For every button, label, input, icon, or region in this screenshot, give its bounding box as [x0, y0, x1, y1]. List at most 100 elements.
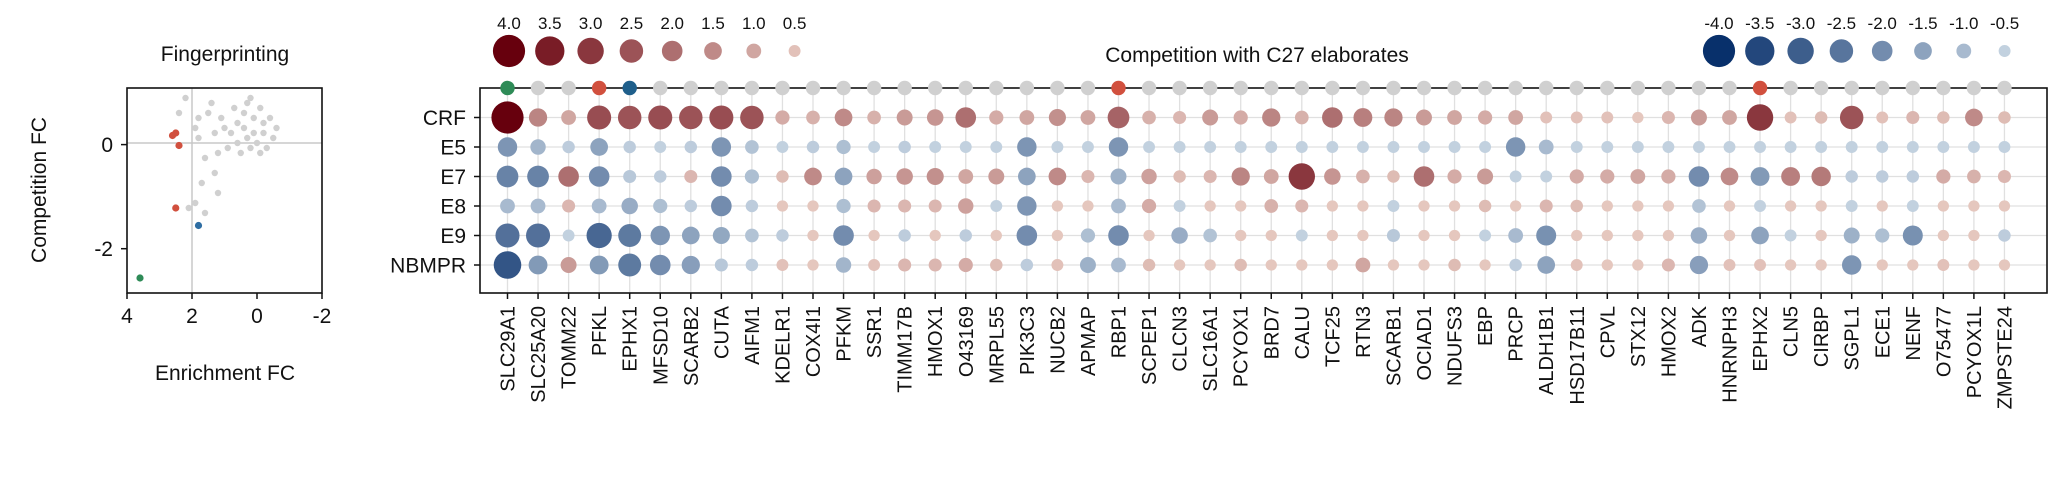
column-label: KDELR1 [772, 306, 794, 384]
matrix-dot [1746, 104, 1774, 131]
column-label: BRD7 [1261, 306, 1283, 359]
matrix-dot [1143, 229, 1155, 242]
matrix-dot [1875, 228, 1890, 243]
matrix-dot [1754, 200, 1767, 212]
column-label: HSD17B11 [1567, 306, 1589, 405]
matrix-dot [867, 110, 881, 125]
matrix-dot [711, 195, 732, 217]
matrix-dot [1355, 257, 1371, 273]
legend-circle [535, 36, 565, 66]
matrix-dot [1750, 167, 1770, 186]
legend-circle [492, 34, 526, 68]
legend-label: 3.5 [538, 14, 562, 33]
matrix-dot [1448, 229, 1461, 242]
matrix-dot [1357, 229, 1369, 242]
matrix-dot [1051, 259, 1064, 271]
scatter-point [240, 109, 248, 117]
matrix-dot [1082, 200, 1094, 212]
matrix-dot [1447, 169, 1462, 184]
matrix-dot [745, 140, 759, 154]
matrix-dot [1965, 108, 1983, 127]
matrix-dot [1418, 259, 1430, 271]
column-label: PCYOX1 [1231, 306, 1253, 387]
matrix-dot [1387, 141, 1400, 153]
matrix-dot [681, 255, 700, 275]
matrix-dot [1234, 258, 1247, 272]
scatter-point [224, 144, 231, 152]
top-marker [1875, 80, 1890, 96]
matrix-dot [776, 200, 789, 212]
top-marker [1630, 80, 1646, 96]
column-label: RBP1 [1109, 306, 1131, 358]
column-label: TCF25 [1322, 306, 1344, 367]
matrix-dot [650, 225, 670, 246]
matrix-dot [1448, 258, 1461, 272]
matrix-dot [836, 139, 851, 155]
scatter-point-highlight [175, 141, 183, 150]
column-label: PIK3C3 [1017, 306, 1039, 375]
matrix-dot [530, 198, 546, 214]
matrix-dot [1661, 258, 1675, 272]
scatter-point [192, 124, 199, 132]
matrix-dot [1477, 168, 1494, 185]
matrix-dot [1997, 169, 2011, 184]
column-label: MFSD10 [650, 306, 672, 385]
top-marker [1447, 80, 1462, 96]
matrix-dot [1968, 259, 1980, 271]
matrix-dot [1967, 169, 1981, 184]
matrix-dot [1937, 200, 1950, 212]
matrix-dot [1571, 229, 1583, 242]
top-marker [1355, 80, 1371, 96]
matrix-dot [929, 141, 942, 153]
scatter-point [260, 129, 267, 137]
matrix-dot [1967, 141, 1980, 153]
column-label: EPHX1 [620, 306, 642, 372]
matrix-dot [1845, 141, 1858, 153]
column-label: CIRBP [1811, 306, 1833, 367]
legend-label: 0.5 [783, 14, 807, 33]
matrix-dot [496, 165, 519, 188]
column-label: PFKL [589, 306, 611, 356]
top-marker [1508, 80, 1523, 96]
matrix-col-labels: SLC29A1 SLC25A20 TOMM22 PFKL EPHX1 MFSD10 SCAR… [498, 305, 2017, 409]
matrix-dot [1540, 111, 1553, 124]
top-marker [1600, 80, 1615, 96]
column-label: EPHX2 [1750, 306, 1772, 372]
scatter-point [185, 204, 192, 212]
legend-circle [1829, 39, 1854, 63]
matrix-dot [868, 259, 881, 271]
matrix-dot [1326, 259, 1339, 271]
scatter-point [182, 94, 189, 102]
matrix-dot [1081, 169, 1095, 184]
matrix-dot [1173, 141, 1186, 153]
matrix-dot [1539, 199, 1553, 213]
matrix-dot [1876, 170, 1889, 183]
matrix-dot [1265, 259, 1277, 271]
legend-label: 3.0 [579, 14, 603, 33]
matrix-dot [1111, 257, 1126, 273]
competition-title: Competition with C27 elaborates [1105, 44, 1409, 67]
scatter-y-label: Competition FC [28, 117, 51, 263]
matrix-dot [990, 258, 1003, 272]
legend-circle [577, 37, 604, 65]
legend-circle [1871, 40, 1893, 62]
column-label: SCARB1 [1383, 306, 1405, 386]
top-marker [1080, 80, 1096, 96]
matrix-dot [562, 140, 575, 154]
top-marker [683, 80, 698, 96]
matrix-dot [1387, 259, 1400, 271]
legend-circle [661, 40, 683, 62]
scatter-point [257, 149, 264, 157]
legend-label: -1.5 [1908, 14, 1937, 33]
matrix-dot [1107, 106, 1130, 129]
x-tick-label-4: 4 [121, 305, 133, 328]
scatter-point [201, 209, 209, 217]
matrix-dot [1540, 170, 1553, 183]
matrix-dot [500, 198, 515, 214]
legend-circle [1998, 45, 2011, 57]
top-marker [1783, 80, 1798, 96]
matrix-dot [928, 199, 942, 213]
matrix-dot [1234, 141, 1247, 153]
column-label: TOMM22 [559, 306, 581, 389]
matrix-dot [958, 169, 974, 184]
